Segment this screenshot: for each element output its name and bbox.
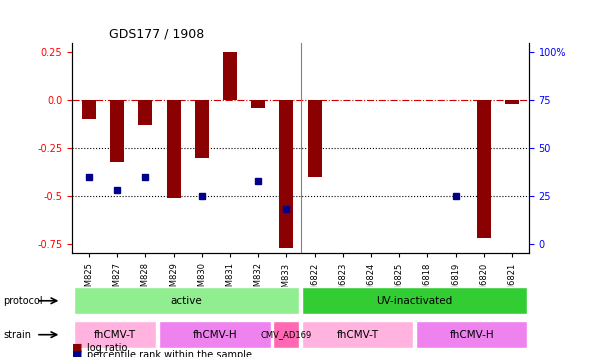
- Text: ■: ■: [72, 350, 82, 357]
- Text: ■: ■: [72, 343, 82, 353]
- Text: percentile rank within the sample: percentile rank within the sample: [87, 350, 252, 357]
- Bar: [195, 100, 209, 158]
- Bar: [308, 100, 322, 177]
- Text: active: active: [171, 296, 202, 306]
- Text: fhCMV-H: fhCMV-H: [192, 330, 237, 340]
- Bar: [279, 100, 293, 248]
- Bar: [82, 100, 96, 120]
- FancyBboxPatch shape: [273, 321, 299, 348]
- Text: fhCMV-T: fhCMV-T: [94, 330, 136, 340]
- FancyBboxPatch shape: [73, 287, 299, 315]
- Bar: [505, 100, 519, 104]
- Bar: [110, 100, 124, 162]
- FancyBboxPatch shape: [73, 321, 156, 348]
- Text: fhCMV-T: fhCMV-T: [337, 330, 379, 340]
- Text: CMV_AD169: CMV_AD169: [261, 330, 312, 339]
- Text: protocol: protocol: [3, 296, 43, 306]
- Bar: [477, 100, 491, 238]
- Text: log ratio: log ratio: [87, 343, 127, 353]
- Text: strain: strain: [3, 330, 31, 340]
- Text: GDS177 / 1908: GDS177 / 1908: [109, 27, 204, 40]
- Bar: [223, 52, 237, 100]
- Text: fhCMV-H: fhCMV-H: [450, 330, 494, 340]
- Bar: [138, 100, 153, 125]
- FancyBboxPatch shape: [302, 321, 413, 348]
- Bar: [166, 100, 181, 198]
- Text: UV-inactivated: UV-inactivated: [377, 296, 453, 306]
- Bar: [251, 100, 265, 108]
- FancyBboxPatch shape: [302, 287, 528, 315]
- FancyBboxPatch shape: [159, 321, 270, 348]
- FancyBboxPatch shape: [416, 321, 528, 348]
